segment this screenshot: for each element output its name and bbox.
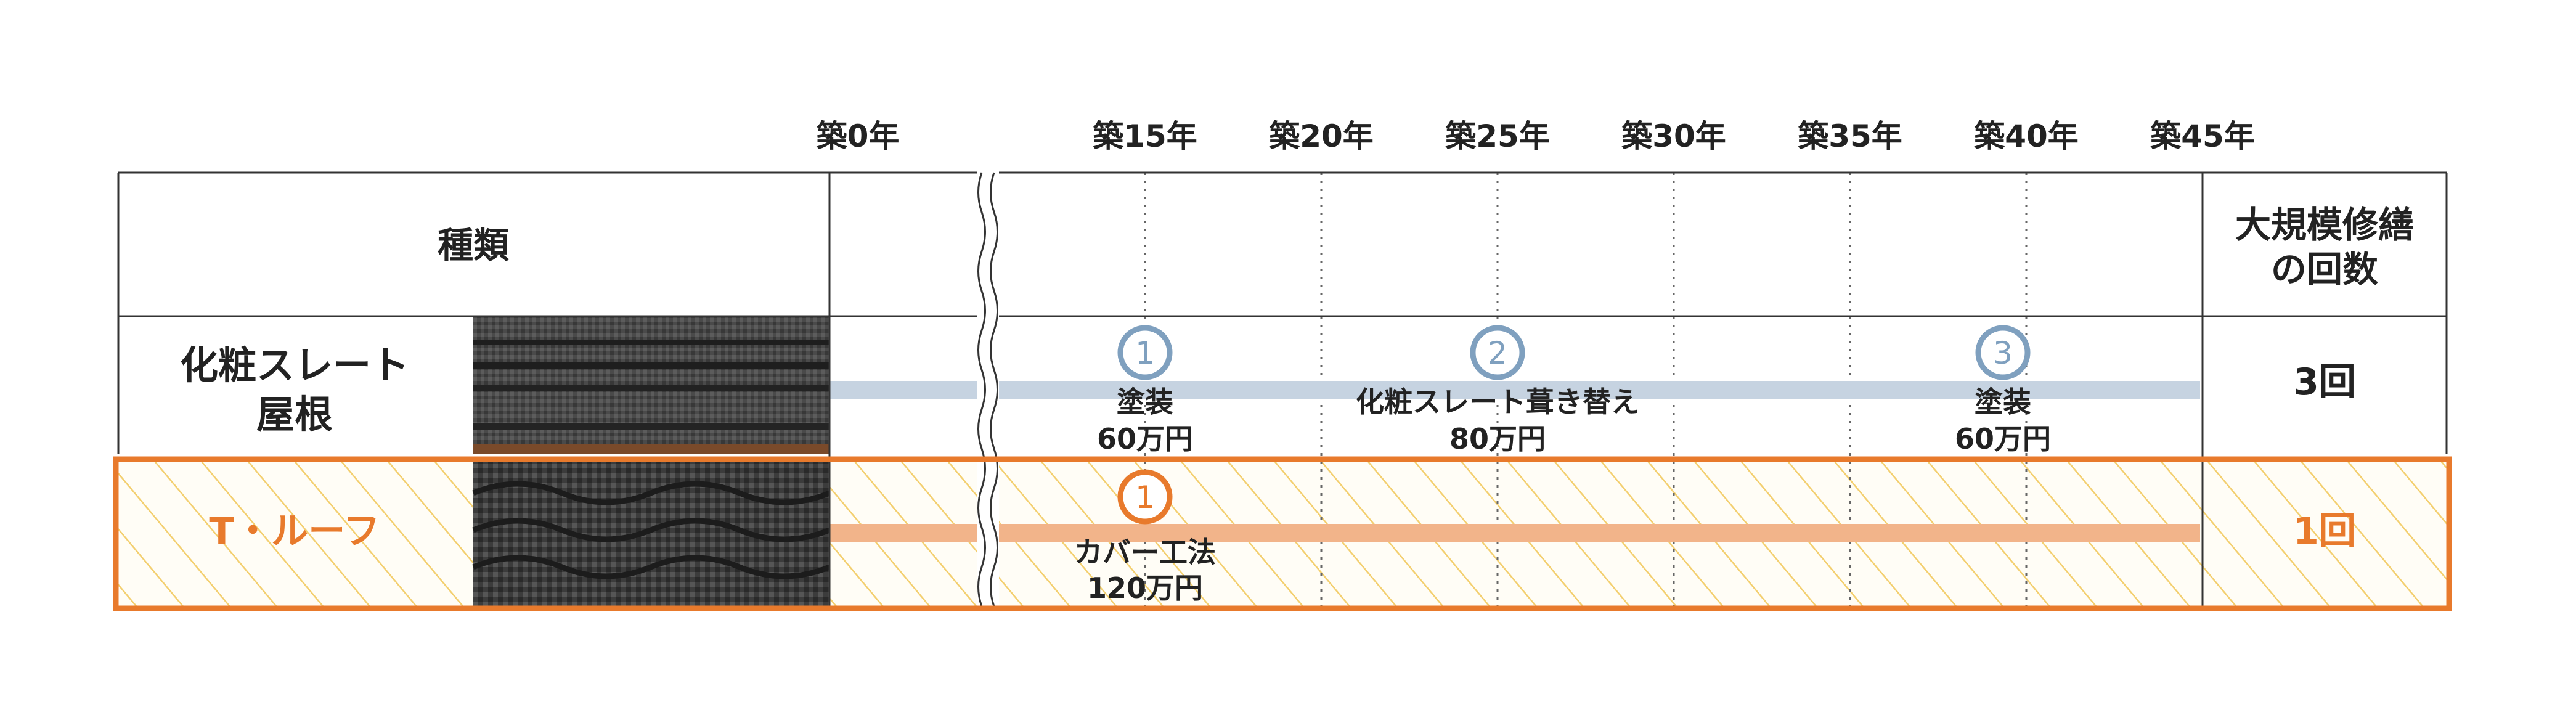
event-number-circle — [1117, 325, 1173, 380]
troof-count: 1回 — [2293, 510, 2356, 553]
slate-event-3: 3 塗装 60万円 — [1955, 325, 2051, 456]
event-number: 2 — [1488, 335, 1507, 371]
year-labels: 築0年 築15年 築20年 築25年 築30年 築35年 築40年 築45年 — [817, 118, 2255, 154]
event-cost: 120万円 — [1087, 571, 1203, 605]
axis-break — [977, 170, 999, 611]
count-header-line1: 大規模修繕 — [2235, 204, 2414, 246]
count-header-line2: の回数 — [2271, 248, 2378, 290]
event-label: 塗装 — [1117, 385, 1173, 419]
slate-roof-image — [473, 316, 829, 454]
year-label-15: 築15年 — [1093, 118, 1197, 154]
troof-highlight-border — [113, 456, 2452, 611]
event-number: 3 — [1993, 335, 2013, 371]
year-label-35: 築35年 — [1798, 118, 1902, 154]
troof-name: T・ルーフ — [209, 510, 380, 553]
event-number-circle — [1117, 469, 1173, 525]
type-header: 種類 — [438, 224, 510, 266]
year-label-45: 築45年 — [2150, 118, 2255, 154]
year-label-40: 築40年 — [1974, 118, 2079, 154]
event-number-circle — [1975, 325, 2031, 380]
event-label: カバー工法 — [1074, 536, 1216, 569]
table-grid — [117, 171, 2448, 608]
slate-timeline-bar — [829, 381, 2200, 399]
event-label: 塗装 — [1975, 385, 2031, 419]
event-cost: 60万円 — [1955, 422, 2051, 456]
slate-name-line2: 屋根 — [256, 392, 333, 437]
troof-event-1: 1 カバー工法 120万円 — [1074, 469, 1216, 605]
event-cost: 60万円 — [1097, 422, 1193, 456]
troof-timeline-bar — [829, 524, 2200, 542]
event-cost: 80万円 — [1449, 422, 1546, 456]
event-number: 1 — [1135, 480, 1155, 515]
slate-count: 3回 — [2293, 361, 2356, 404]
year-label-30: 築30年 — [1621, 118, 1726, 154]
slate-name-line1: 化粧スレート — [180, 343, 409, 388]
troof-roof-image — [472, 459, 831, 608]
slate-event-1: 1 塗装 60万円 — [1097, 325, 1193, 456]
event-number-circle — [1470, 325, 1525, 380]
slate-event-2: 2 化粧スレート葺き替え 80万円 — [1356, 325, 1639, 456]
year-label-25: 築25年 — [1445, 118, 1550, 154]
event-number: 1 — [1135, 335, 1155, 371]
year-label-0: 築0年 — [817, 118, 900, 154]
year-label-20: 築20年 — [1269, 118, 1374, 154]
event-label: 化粧スレート葺き替え — [1356, 385, 1639, 419]
